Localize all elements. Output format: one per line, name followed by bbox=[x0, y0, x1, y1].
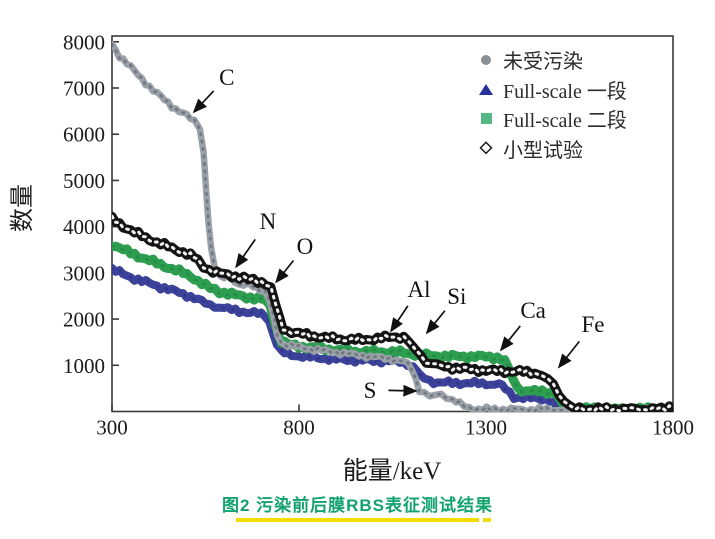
square-icon bbox=[476, 113, 496, 125]
figure-caption: 图2 污染前后膜RBS表征测试结果 bbox=[221, 496, 494, 515]
series-full-scale-2-markers bbox=[112, 244, 673, 412]
chart-legend: 未受污染 Full-scale 一段 Full-scale 二段 ◇ 小型试验 bbox=[476, 45, 627, 163]
x-axis-label: 能量/keV bbox=[343, 457, 442, 485]
legend-label: Full-scale 一段 bbox=[503, 80, 627, 103]
open-diamond-icon: ◇ bbox=[476, 140, 496, 156]
annotation-label-C: C bbox=[219, 65, 234, 90]
annotation-arrow-C bbox=[192, 90, 215, 114]
y-tick-label: 3000 bbox=[63, 261, 105, 285]
legend-item-full-scale-2: Full-scale 二段 bbox=[476, 104, 627, 134]
x-tick-label: 1300 bbox=[465, 416, 507, 440]
triangle-icon bbox=[476, 83, 496, 95]
annotation-label-Ca: Ca bbox=[520, 298, 546, 323]
annotation-arrow-Si bbox=[425, 310, 446, 335]
square-glyph bbox=[480, 113, 492, 125]
y-tick-label: 8000 bbox=[63, 30, 105, 54]
x-tick-label: 1800 bbox=[652, 416, 694, 440]
annotation-arrow-O bbox=[275, 259, 295, 284]
annotation-label-Al: Al bbox=[408, 277, 431, 302]
rbs-spectrum-chart: 1000 2000 3000 4000 5000 6000 7000 8000 300 800 13… bbox=[9, 30, 694, 485]
circle-glyph bbox=[481, 54, 491, 65]
x-tick-label: 800 bbox=[283, 416, 315, 440]
annotation-arrow-S bbox=[388, 384, 418, 397]
annotation-label-N: N bbox=[260, 209, 277, 234]
y-tick-label: 5000 bbox=[63, 169, 105, 193]
annotation-arrow-N bbox=[235, 238, 256, 269]
y-tick-label: 6000 bbox=[63, 123, 105, 147]
open-diamond-glyph: ◇ bbox=[479, 139, 493, 157]
legend-label: 未受污染 bbox=[503, 51, 583, 74]
annotation-label-O: O bbox=[297, 234, 314, 259]
y-axis-label: 数量 bbox=[9, 184, 36, 232]
triangle-glyph bbox=[479, 83, 493, 95]
caption-underline bbox=[236, 518, 479, 522]
circle-icon bbox=[476, 54, 496, 65]
data-series bbox=[112, 41, 673, 412]
annotation-arrow-Fe bbox=[557, 340, 581, 369]
annotation-arrow-Al bbox=[390, 305, 409, 333]
legend-item-small-test: ◇ 小型试验 bbox=[476, 134, 627, 164]
axes: 1000 2000 3000 4000 5000 6000 7000 8000 300 800 13… bbox=[63, 30, 694, 439]
legend-label: Full-scale 二段 bbox=[503, 110, 627, 133]
y-tick-label: 7000 bbox=[63, 77, 105, 101]
series-small-test-markers bbox=[112, 214, 673, 412]
y-tick-label: 2000 bbox=[63, 308, 105, 332]
annotation-arrow-Ca bbox=[499, 325, 521, 352]
y-tick-label: 1000 bbox=[63, 354, 105, 378]
y-tick-label: 4000 bbox=[63, 215, 105, 239]
legend-label: 小型试验 bbox=[503, 139, 583, 162]
annotation-label-Si: Si bbox=[447, 284, 466, 309]
x-tick-label: 300 bbox=[96, 416, 128, 440]
caption-underline-dot bbox=[483, 518, 491, 522]
annotation-label-Fe: Fe bbox=[581, 312, 604, 337]
element-annotations: C NO Al Si Ca Fe S bbox=[192, 65, 604, 403]
legend-item-full-scale-1: Full-scale 一段 bbox=[476, 75, 627, 105]
legend-item-uncontaminated: 未受污染 bbox=[476, 45, 627, 75]
annotation-label-S: S bbox=[364, 378, 377, 403]
